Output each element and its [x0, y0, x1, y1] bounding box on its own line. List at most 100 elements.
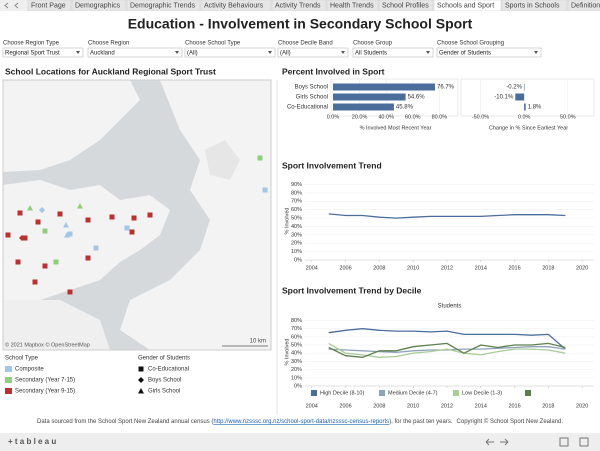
y-axis-label: % Involved — [284, 208, 290, 235]
y-tick-label: 40% — [291, 351, 302, 357]
footer-text: Data sourced from the School Sport New Z… — [37, 418, 563, 425]
tab-label[interactable]: Activity Behaviours — [204, 2, 264, 9]
tab[interactable] — [200, 0, 272, 11]
filter-arrow[interactable] — [268, 51, 272, 54]
footer-source: Data sourced from the School Sport New Z… — [37, 419, 213, 425]
filter-value[interactable]: All Students — [355, 50, 387, 56]
x-tick-label: 2014 — [475, 265, 487, 271]
filter-dropdown[interactable] — [352, 47, 434, 58]
category-label: Girls School — [296, 95, 328, 101]
x-tick-label: 2020 — [576, 403, 588, 409]
chart-subtitle: Students — [438, 304, 462, 310]
filter-dropdown[interactable] — [87, 47, 183, 58]
tab-label[interactable]: Schools and Sport — [437, 2, 494, 9]
map-attribution: © 2021 Mapbox © OpenStreetMap — [5, 341, 90, 348]
legend-label: Low Decile (1-3) — [462, 390, 502, 396]
school-marker — [109, 214, 115, 220]
tab-label[interactable]: School Profiles — [382, 2, 429, 9]
tab[interactable] — [378, 0, 434, 11]
x-tick-label: 2012 — [441, 265, 453, 271]
x-tick-label: 2004 — [306, 265, 318, 271]
x-tick-label: 2014 — [475, 403, 487, 409]
tab[interactable] — [71, 0, 127, 11]
filter-value[interactable]: Gender of Students — [439, 50, 491, 56]
filter-arrow[interactable] — [341, 51, 345, 54]
school-marker — [57, 211, 63, 217]
filter-dropdown[interactable] — [184, 47, 276, 58]
x-axis-label: % Involved Most Recent Year — [360, 125, 432, 131]
tab[interactable] — [326, 0, 379, 11]
school-marker — [124, 225, 130, 231]
filter-value[interactable]: Auckland — [90, 50, 115, 56]
school-marker — [27, 205, 33, 211]
toolbar-undo-redo[interactable] — [485, 438, 509, 446]
legend-swatch — [525, 390, 531, 396]
x-tick-label: 2012 — [441, 403, 453, 409]
school-marker — [67, 231, 73, 237]
x-tick-label: 2004 — [306, 403, 318, 409]
tab-label[interactable]: Health Trends — [330, 2, 374, 9]
filter-label: Choose Decile Band — [278, 41, 333, 47]
tabs: Front Page Demographics Demographic Trends… — [4, 0, 600, 11]
filter-value[interactable]: (All) — [187, 50, 198, 56]
map-island — [205, 140, 240, 180]
footer-link[interactable]: http://www.nzsssc.org.nz/school-sport-da… — [213, 419, 389, 425]
x-tick-label: -50.0% — [472, 114, 490, 120]
line-series — [328, 342, 566, 358]
toolbar-fullscreen[interactable] — [579, 437, 589, 447]
x-tick-label: 2010 — [407, 403, 419, 409]
filter-dropdown[interactable] — [2, 47, 84, 58]
tab[interactable] — [433, 0, 502, 11]
filter-dropdown[interactable] — [277, 47, 349, 58]
tab-scroll[interactable] — [4, 2, 19, 9]
map-title: School Locations for Auckland Regional S… — [5, 66, 216, 76]
map-land — [120, 80, 271, 350]
filter-arrow[interactable] — [426, 51, 430, 54]
filter-value[interactable]: Regional Sport Trust — [5, 50, 60, 56]
tab-label[interactable]: Demographic Trends — [130, 2, 195, 9]
toolbar-share[interactable] — [559, 437, 569, 447]
filter-arrow[interactable] — [76, 51, 80, 54]
school-marker — [85, 255, 91, 261]
school-marker — [257, 155, 263, 161]
map-land — [3, 300, 110, 350]
legend-label: Secondary (Year 9-15) — [15, 389, 75, 395]
tab[interactable] — [501, 0, 568, 11]
tab[interactable] — [567, 0, 600, 11]
school-marker — [42, 228, 48, 234]
bar — [523, 83, 525, 91]
school-marker — [42, 263, 48, 269]
filter-dropdown[interactable] — [436, 47, 542, 58]
y-tick-label: 10% — [291, 375, 302, 381]
filter-arrow[interactable] — [534, 51, 538, 54]
tab-label[interactable]: Front Page — [31, 2, 66, 9]
x-tick-label: 2016 — [508, 265, 520, 271]
tab-label[interactable]: Demographics — [75, 2, 121, 9]
legend-swatch — [5, 377, 12, 383]
tab[interactable] — [27, 0, 72, 11]
dashboard-title: Education - Involvement in Secondary Sch… — [128, 16, 473, 32]
y-tick-label: 20% — [291, 241, 302, 247]
tab-label[interactable]: Activity Trends — [275, 2, 321, 9]
school-marker — [32, 279, 38, 285]
tableau-logo[interactable]: + t a b l e a u — [8, 437, 56, 446]
tab-label[interactable]: Definitions — [571, 2, 600, 9]
filter-arrow[interactable] — [175, 51, 179, 54]
legend-title: School Type — [5, 356, 39, 362]
y-tick-label: 0% — [294, 383, 302, 389]
tab-label[interactable]: Sports in Schools — [505, 2, 560, 9]
value-label: 76.7% — [437, 85, 455, 91]
school-marker — [35, 219, 41, 225]
x-tick-label: 20.0% — [352, 114, 368, 120]
school-marker — [64, 232, 70, 238]
filter-value[interactable]: (All) — [280, 50, 291, 56]
map-land — [3, 180, 170, 310]
tab[interactable] — [126, 0, 201, 11]
tab[interactable] — [271, 0, 327, 11]
legend-title: Gender of Students — [138, 356, 190, 362]
y-tick-label: 30% — [291, 232, 302, 238]
school-marker — [85, 217, 91, 223]
school-marker — [129, 229, 135, 235]
